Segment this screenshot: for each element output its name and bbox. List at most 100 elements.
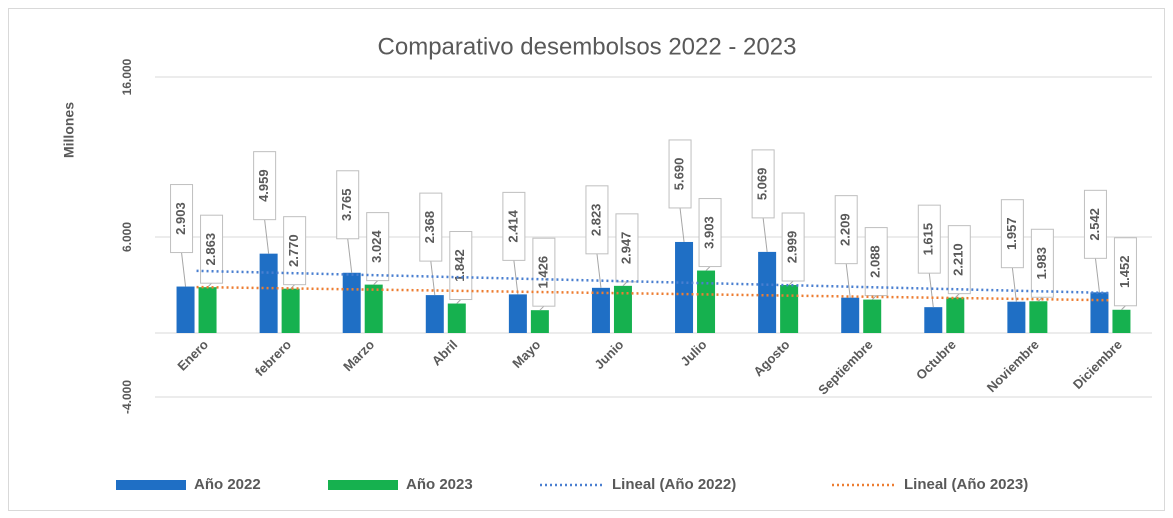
bar [364, 284, 383, 333]
data-label: 2.863 [203, 233, 218, 266]
bar [758, 251, 777, 333]
data-label: 1.452 [1117, 255, 1132, 288]
leader-line [181, 252, 187, 287]
label-box [1000, 199, 1024, 269]
legend-label: Año 2022 [194, 476, 261, 493]
y-tick-label: 16.000 [120, 58, 134, 95]
label-box [502, 191, 526, 261]
leader-line [705, 266, 711, 271]
bar [425, 295, 444, 333]
legend-label: Lineal (Año 2022) [612, 476, 736, 493]
data-label: 2.999 [785, 231, 800, 264]
chart-title: Comparativo desembolsos 2022 - 2023 [378, 33, 797, 60]
label-box [200, 214, 224, 284]
label-box [419, 192, 443, 262]
label-box [449, 231, 473, 301]
data-label: 1.842 [452, 249, 467, 282]
data-label: 3.024 [369, 230, 384, 263]
bar [863, 299, 882, 333]
bar [1029, 301, 1048, 333]
data-label: 3.765 [339, 188, 354, 221]
data-label: 5.069 [755, 168, 770, 201]
label-box [668, 139, 692, 209]
bar [1007, 301, 1026, 333]
bar [613, 285, 632, 333]
leader-line [1038, 296, 1043, 302]
label-box [253, 151, 277, 221]
label-box [864, 227, 888, 297]
leader-line [373, 280, 379, 285]
bar [447, 303, 466, 333]
leader-line [596, 253, 602, 288]
label-box [1083, 189, 1107, 259]
leader-line [290, 284, 295, 290]
data-label: 4.959 [256, 169, 271, 202]
bar [946, 297, 965, 333]
bar [281, 288, 300, 333]
bar [841, 297, 860, 333]
bar [259, 253, 278, 333]
data-label: 2.542 [1087, 208, 1102, 241]
label-box [336, 170, 360, 240]
leader-line [845, 263, 851, 298]
data-label: 2.903 [173, 202, 188, 235]
label-box [917, 204, 941, 274]
label-box [947, 225, 971, 295]
leader-line [1094, 258, 1100, 293]
bar [1112, 309, 1131, 333]
leader-line [539, 305, 545, 311]
data-label: 2.770 [286, 234, 301, 267]
bar [1090, 292, 1109, 333]
bar [697, 270, 716, 333]
leader-line [622, 281, 628, 287]
leader-line [871, 295, 877, 300]
bar [176, 286, 195, 333]
bar [530, 310, 549, 333]
data-label: 3.903 [701, 216, 716, 249]
data-label: 2.368 [422, 211, 437, 244]
data-label: 5.690 [671, 158, 686, 191]
data-label: 2.947 [618, 232, 633, 265]
data-label: 2.210 [951, 243, 966, 276]
leader-line [430, 261, 436, 296]
label-box [751, 149, 775, 219]
label-box [1030, 228, 1054, 298]
leader-line [347, 238, 353, 273]
leader-line [1011, 267, 1017, 302]
data-label: 1.426 [535, 256, 550, 289]
leader-line [762, 217, 768, 252]
data-label: 1.957 [1004, 217, 1019, 250]
y-tick-label: 6.000 [120, 222, 134, 252]
leader-line [456, 299, 462, 304]
leader-line [1121, 305, 1126, 311]
label-box [532, 237, 556, 307]
trendline [196, 285, 1111, 302]
legend-swatch [116, 480, 186, 490]
leader-line [928, 273, 934, 308]
data-label: 2.088 [868, 245, 883, 278]
bar [198, 287, 217, 333]
bar [675, 241, 694, 333]
leader-line [264, 219, 270, 254]
label-box [1113, 237, 1137, 307]
legend-label: Lineal (Año 2023) [904, 476, 1028, 493]
label-box [585, 185, 609, 255]
label-box [698, 198, 722, 268]
legend-label: Año 2023 [406, 476, 473, 493]
y-tick-label: -4.000 [120, 380, 134, 414]
label-box [366, 212, 390, 282]
leader-line [679, 207, 685, 243]
bar [780, 285, 799, 333]
data-label: 2.823 [588, 204, 603, 237]
label-box [170, 184, 194, 254]
leader-line [954, 293, 960, 298]
label-box [283, 216, 307, 286]
trendline [196, 269, 1111, 295]
bar [342, 272, 361, 333]
data-label: 1.615 [921, 223, 936, 256]
data-label: 2.209 [838, 213, 853, 246]
bar [591, 287, 610, 333]
data-label: 2.414 [505, 209, 520, 242]
leader-line [513, 260, 519, 295]
